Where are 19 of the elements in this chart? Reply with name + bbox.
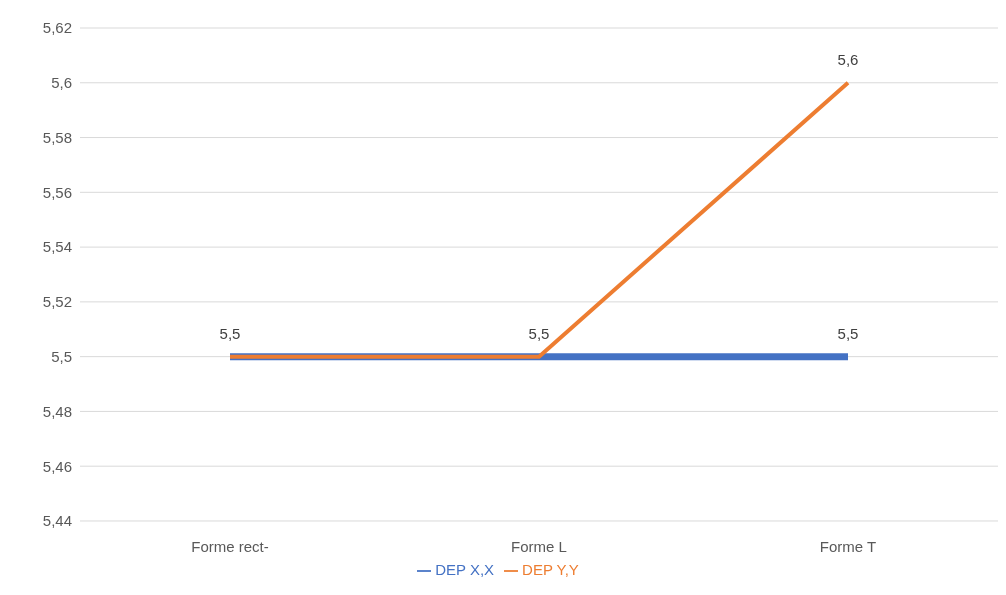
- data-label: 5,6: [837, 50, 859, 68]
- x-tick-label: Forme T: [819, 537, 877, 555]
- y-tick-label: 5,54: [42, 238, 72, 256]
- y-tick-label: 5,5: [51, 347, 72, 365]
- y-tick-label: 5,46: [42, 457, 72, 475]
- y-tick-label: 5,58: [42, 128, 72, 146]
- y-tick-label: 5,48: [42, 402, 72, 420]
- data-label: 5,5: [837, 324, 859, 342]
- y-tick-label: 5,52: [42, 293, 72, 311]
- x-tick-label: Forme L: [511, 537, 567, 555]
- data-label: 5,5: [219, 324, 241, 342]
- y-tick-label: 5,62: [42, 19, 72, 37]
- legend-label: DEP Y,Y: [522, 560, 579, 578]
- y-tick-label: 5,6: [51, 74, 72, 92]
- y-tick-label: 5,44: [42, 512, 72, 530]
- data-label: 5,5: [528, 324, 550, 342]
- y-tick-label: 5,56: [42, 183, 72, 201]
- x-tick-label: Forme rect-: [191, 537, 269, 555]
- legend-label: DEP X,X: [435, 560, 495, 578]
